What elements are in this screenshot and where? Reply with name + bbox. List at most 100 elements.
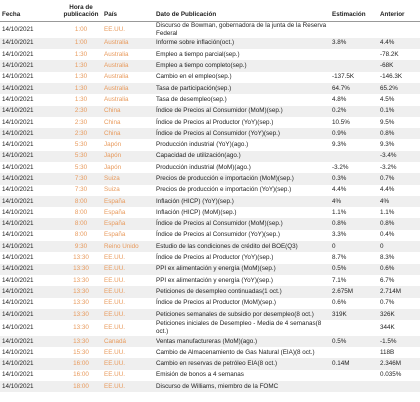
table-cell: Informe sobre inflación(oct.) bbox=[154, 37, 330, 50]
table-cell: 1:00 bbox=[60, 37, 102, 50]
table-cell: 0.8% bbox=[378, 218, 420, 230]
table-cell: 0.4% bbox=[380, 231, 395, 239]
table-cell: 6.7% bbox=[380, 276, 395, 284]
table-cell: 8:00 bbox=[74, 208, 88, 216]
table-cell: Peticiones semanales de subsidio por des… bbox=[154, 308, 330, 321]
table-cell: Índice de Precios al Consumidor (MoM)(se… bbox=[154, 218, 330, 230]
column-header: Dato de Publicación bbox=[154, 0, 330, 22]
table-row: 14/10/2021 2:30 China Índice de Precios al … bbox=[0, 128, 420, 140]
table-cell: Discurso de Williams, miembro de la FOMC bbox=[154, 381, 330, 393]
table-row: 14/10/2021 7:30 Suiza Precios de producción… bbox=[0, 185, 420, 196]
table-cell: 14/10/2021 bbox=[0, 335, 60, 348]
table-row: 14/10/2021 13:30 EE.UU. Peticiones de desem… bbox=[0, 286, 420, 298]
table-cell: Peticiones de desempleo continuadas(1 oc… bbox=[154, 286, 330, 298]
table-cell: 18:00 bbox=[60, 381, 102, 393]
table-cell: 14/10/2021 bbox=[2, 163, 34, 171]
table-cell: Capacidad de utilización(ago.) bbox=[154, 150, 330, 162]
table-cell: Australia bbox=[102, 82, 154, 95]
table-cell: 14/10/2021 bbox=[2, 348, 34, 356]
table-cell: EE.UU. bbox=[104, 254, 125, 262]
table-cell: 64.7% bbox=[330, 82, 378, 95]
table-row: 14/10/2021 8:00 España Inflación (HICP) (Yo… bbox=[0, 195, 420, 208]
table-cell: España bbox=[102, 195, 154, 208]
table-cell: Tasa de desempleo(sep.) bbox=[156, 95, 227, 103]
table-cell: EE.UU. bbox=[102, 263, 154, 275]
table-cell: EE.UU. bbox=[104, 371, 125, 379]
table-cell: 4.4% bbox=[380, 186, 395, 194]
table-cell: Empleo a tiempo completo(sep.) bbox=[154, 60, 330, 72]
table-cell: Australia bbox=[102, 60, 154, 72]
table-cell: 14/10/2021 bbox=[0, 286, 60, 298]
table-cell bbox=[330, 347, 378, 358]
table-row: 14/10/2021 1:30 Australia Empleo a tiempo c… bbox=[0, 60, 420, 72]
table-cell: 14/10/2021 bbox=[2, 276, 34, 284]
table-cell: 1.1% bbox=[380, 208, 395, 216]
table-cell: 2:30 bbox=[60, 105, 102, 117]
table-cell: EE.UU. bbox=[102, 381, 154, 393]
table-row: 14/10/2021 1:00 Australia Informe sobre inf… bbox=[0, 37, 420, 50]
table-row: 14/10/2021 2:30 China Índice de Precios al … bbox=[0, 105, 420, 117]
table-row: 14/10/2021 13:30 EE.UU. Peticiones semanale… bbox=[0, 308, 420, 321]
table-cell: 14/10/2021 bbox=[0, 308, 60, 321]
table-cell: Producción industrial (YoY)(ago.) bbox=[156, 141, 249, 149]
table-cell: China bbox=[102, 128, 154, 140]
table-cell: 1.1% bbox=[332, 208, 347, 216]
table-cell: 8:00 bbox=[60, 218, 102, 230]
table-cell: 0.14M bbox=[330, 358, 378, 370]
table-cell: 14/10/2021 bbox=[2, 371, 34, 379]
table-cell: Índice de Precios al Productor (YoY)(sep… bbox=[156, 118, 274, 126]
table-cell: 14/10/2021 bbox=[2, 50, 34, 58]
table-cell: Tasa de participación(sep.) bbox=[154, 82, 330, 95]
table-row: 14/10/2021 8:00 España Inflación (HICP) (Mo… bbox=[0, 207, 420, 218]
column-header: Estimación bbox=[330, 0, 378, 22]
table-cell: 9.3% bbox=[380, 141, 395, 149]
table-cell: EE.UU. bbox=[102, 286, 154, 298]
table-cell: 14/10/2021 bbox=[0, 37, 60, 50]
table-cell: -78.2K bbox=[380, 50, 399, 58]
table-cell: 14/10/2021 bbox=[2, 118, 34, 126]
table-cell: España bbox=[102, 218, 154, 230]
table-row: 14/10/2021 15:30 EE.UU. Cambio de Almacenam… bbox=[0, 347, 420, 358]
table-cell: 14/10/2021 bbox=[2, 254, 34, 262]
table-cell: 0.5% bbox=[330, 263, 378, 275]
table-cell: PPI ex alimentación y energía (YoY)(sep.… bbox=[156, 276, 274, 284]
table-cell: Índice de Precios al Consumidor (YoY)(se… bbox=[154, 128, 330, 140]
table-row: 14/10/2021 13:30 EE.UU. Índice de Precios a… bbox=[0, 252, 420, 263]
table-cell: 5:30 bbox=[74, 163, 88, 171]
table-row: 14/10/2021 1:30 Australia Tasa de participa… bbox=[0, 82, 420, 95]
table-cell bbox=[330, 381, 378, 393]
table-cell: 1:00 bbox=[74, 25, 88, 33]
table-cell: 4.8% bbox=[332, 95, 347, 103]
table-cell: 2.675M bbox=[330, 286, 378, 298]
table-cell bbox=[330, 22, 378, 38]
table-cell: 1:30 bbox=[74, 73, 88, 81]
table-cell: 0.8% bbox=[330, 218, 378, 230]
table-cell: 14/10/2021 bbox=[0, 358, 60, 370]
table-cell: PPI ex alimentación y energía (MoM)(sep.… bbox=[154, 263, 330, 275]
table-cell: 7:30 bbox=[60, 173, 102, 185]
table-cell: 14/10/2021 bbox=[2, 25, 34, 33]
table-cell: 14/10/2021 bbox=[2, 208, 34, 216]
table-cell: 0.9% bbox=[330, 128, 378, 140]
table-cell: 14/10/2021 bbox=[0, 173, 60, 185]
table-row: 14/10/2021 16:00 EE.UU. Cambio en reservas … bbox=[0, 358, 420, 370]
table-cell bbox=[330, 49, 378, 60]
table-cell: 0.035% bbox=[380, 371, 402, 379]
table-cell: Emisión de bonos a 4 semanas bbox=[156, 371, 244, 379]
table-cell: 14/10/2021 bbox=[0, 218, 60, 230]
table-cell: Japón bbox=[104, 141, 122, 149]
table-cell: Índice de Precios al Consumidor (MoM)(se… bbox=[154, 105, 330, 117]
table-cell: 14/10/2021 bbox=[0, 241, 60, 253]
table-cell: Australia bbox=[104, 95, 129, 103]
table-cell: -3.2% bbox=[380, 163, 397, 171]
table-cell: 14/10/2021 bbox=[2, 73, 34, 81]
table-body: 14/10/2021 1:00 EE.UU. Discurso de Bowman, … bbox=[0, 22, 420, 393]
table-cell: 2.714M bbox=[378, 286, 420, 298]
table-cell: 319K bbox=[330, 308, 378, 321]
table-cell: 5:30 bbox=[60, 150, 102, 162]
table-cell: España bbox=[104, 231, 126, 239]
table-cell: 13:30 bbox=[73, 276, 89, 284]
table-row: 14/10/2021 5:30 Japón Capacidad de utilizac… bbox=[0, 150, 420, 162]
table-cell: 14/10/2021 bbox=[2, 324, 34, 332]
table-cell: EE.UU. bbox=[104, 348, 125, 356]
